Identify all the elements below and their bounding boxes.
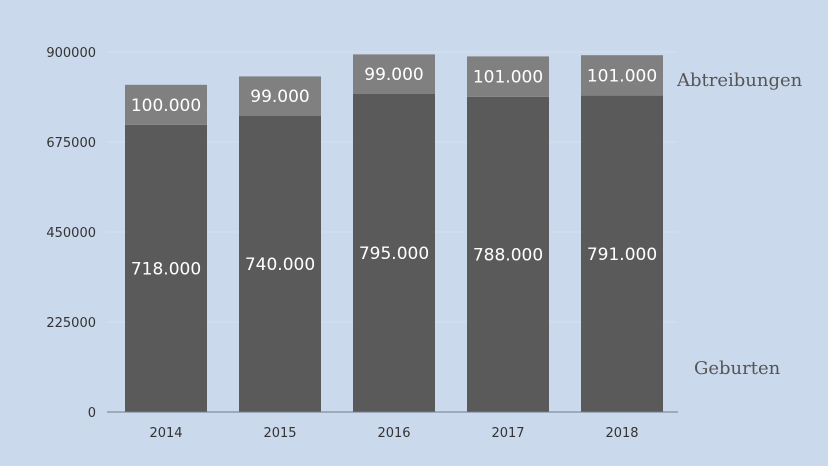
series-labels: Abtreibungen Geburten [676,70,803,379]
y-axis-ticks: 0 225000 450000 675000 900000 [46,46,96,421]
bars [125,54,663,413]
x-tick-label: 2017 [491,426,524,441]
y-tick-label: 450000 [46,226,96,241]
bar-segment-abtreibungen [353,54,435,94]
bar-value-label: 795.000 [359,244,429,264]
bar-value-label: 101.000 [473,68,543,88]
bar-value-labels: 718.000 100.000 740.000 99.000 795.000 99.000… [131,65,657,279]
y-tick-label: 0 [88,406,96,421]
bar-value-label: 99.000 [364,65,423,85]
bar-segment-abtreibungen [125,84,207,125]
x-axis-ticks: 2014 2015 2016 2017 2018 [149,426,638,441]
bar-segment-abtreibungen [239,76,321,116]
series-label-geburten: Geburten [694,358,781,379]
bar-value-label: 100.000 [131,96,201,116]
bar-value-label: 101.000 [587,66,657,86]
x-tick-label: 2016 [377,426,410,441]
bar-segment-geburten [125,124,207,413]
bar-segment-geburten [467,96,549,413]
bar-segment-abtreibungen [467,56,549,97]
bar-value-label: 740.000 [245,255,315,275]
bar-value-label: 99.000 [250,87,309,107]
x-tick-label: 2018 [605,426,638,441]
x-tick-label: 2015 [263,426,296,441]
bar-value-label: 718.000 [131,259,201,279]
y-tick-label: 900000 [46,46,96,61]
bar-segment-geburten [239,116,321,412]
bar-value-label: 788.000 [473,245,543,265]
bar-segment-geburten [581,95,663,412]
bar-value-label: 791.000 [587,245,657,265]
y-tick-label: 225000 [46,316,96,331]
bar-segment-abtreibungen [581,55,663,96]
y-tick-label: 675000 [46,136,96,151]
series-label-abtreibungen: Abtreibungen [676,70,803,91]
x-tick-label: 2014 [149,426,182,441]
bar-segment-geburten [353,94,435,412]
